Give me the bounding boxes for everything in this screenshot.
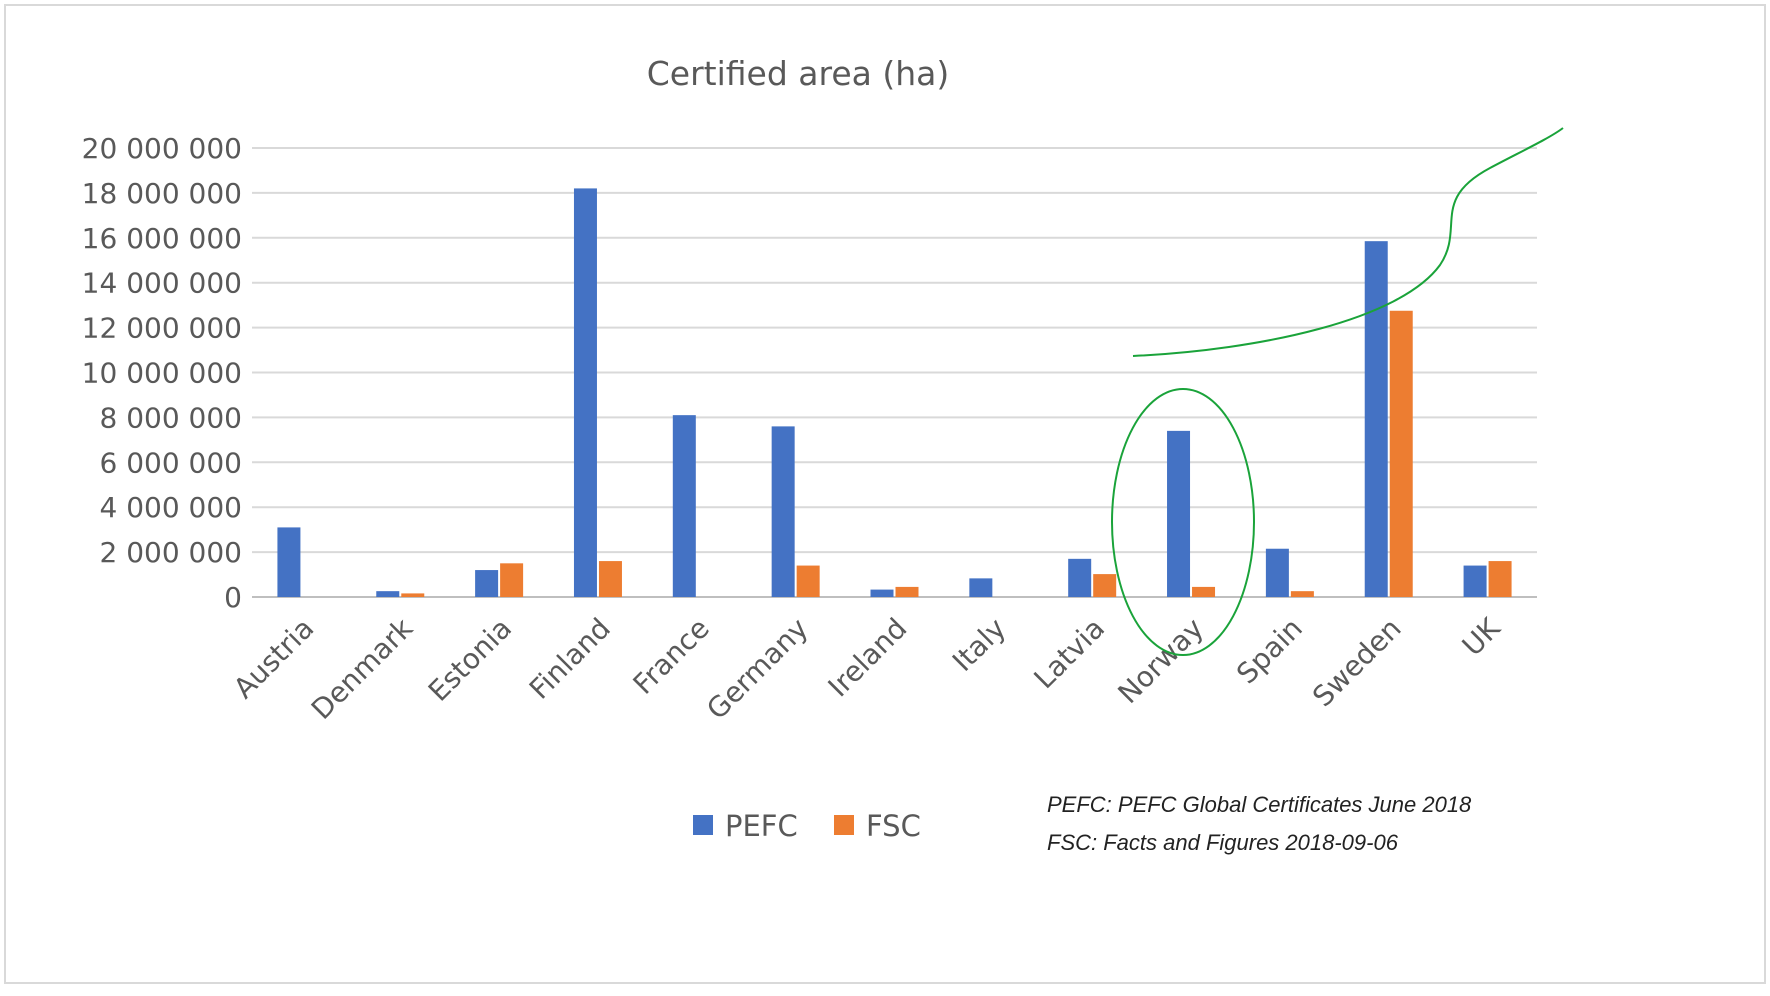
x-tick-label: Austria: [227, 612, 320, 705]
x-tick-label: France: [627, 612, 716, 701]
y-tick-label: 12 000 000: [82, 312, 242, 345]
bar-pefc-italy: [969, 578, 993, 597]
bar-pefc-estonia: [475, 570, 499, 597]
legend-swatch-fsc: [834, 815, 854, 835]
bar-pefc-ireland: [870, 589, 894, 597]
chart-title: Certified area (ha): [647, 54, 950, 93]
bars: [277, 188, 1512, 598]
bar-pefc-spain: [1265, 548, 1289, 597]
x-tick-label: Finland: [523, 612, 617, 706]
chart-frame: [4, 4, 1766, 984]
y-tick-label: 4 000 000: [99, 491, 242, 524]
x-tick-label: Ireland: [822, 612, 914, 704]
annotations: [1111, 127, 1564, 656]
bar-pefc-finland: [573, 188, 597, 597]
x-tick-label: Sweden: [1306, 612, 1408, 714]
gridlines: [252, 147, 1537, 598]
y-tick-label: 8 000 000: [99, 401, 242, 434]
x-tick-label: Estonia: [422, 612, 518, 708]
bar-fsc-finland: [598, 561, 622, 597]
x-tick-label: Denmark: [305, 611, 420, 726]
bar-pefc-sweden: [1364, 241, 1388, 598]
legend-label-pefc: PEFC: [725, 809, 798, 843]
y-tick-label: 14 000 000: [82, 267, 242, 300]
source-note-fsc: FSC: Facts and Figures 2018-09-06: [1047, 830, 1399, 855]
y-tick-label: 20 000 000: [82, 132, 242, 165]
y-tick-label: 2 000 000: [99, 536, 242, 569]
y-tick-label: 10 000 000: [82, 357, 242, 390]
bar-pefc-latvia: [1068, 558, 1092, 597]
y-tick-label: 18 000 000: [82, 177, 242, 210]
x-tick-label: Spain: [1230, 612, 1309, 691]
bar-fsc-norway: [1192, 586, 1216, 597]
legend-label-fsc: FSC: [866, 809, 921, 843]
bar-fsc-denmark: [401, 593, 425, 597]
bar-fsc-ireland: [895, 586, 919, 597]
x-tick-label: UK: [1456, 611, 1507, 662]
bar-pefc-denmark: [376, 591, 400, 597]
annotation-ellipse-norway: [1111, 388, 1255, 656]
bar-pefc-france: [672, 415, 696, 597]
x-tick-label: Germany: [700, 612, 814, 726]
bar-fsc-estonia: [500, 563, 524, 597]
x-tick-label: Norway: [1112, 612, 1210, 710]
bar-pefc-austria: [277, 527, 301, 597]
bar-pefc-germany: [771, 426, 795, 597]
y-tick-label: 0: [224, 581, 242, 614]
x-tick-label: Latvia: [1028, 612, 1112, 696]
bar-fsc-latvia: [1093, 574, 1117, 597]
bar-pefc-norway: [1167, 430, 1191, 597]
annotation-curve-sweden: [1132, 127, 1564, 357]
bar-fsc-uk: [1488, 561, 1512, 597]
x-tick-label: Italy: [946, 612, 1012, 678]
bar-pefc-uk: [1463, 565, 1487, 597]
bar-fsc-spain: [1290, 591, 1314, 597]
legend-swatch-pefc: [693, 815, 713, 835]
legend: PEFC FSC: [693, 809, 921, 843]
y-axis-tick-labels: 0 2 000 000 4 000 000 6 000 000 8 000 000 10 …: [82, 132, 242, 614]
source-note-pefc: PEFC: PEFC Global Certificates June 2018: [1047, 792, 1472, 817]
y-tick-label: 6 000 000: [99, 446, 242, 479]
y-tick-label: 16 000 000: [82, 222, 242, 255]
bar-fsc-germany: [796, 565, 820, 597]
bar-fsc-sweden: [1389, 310, 1413, 597]
